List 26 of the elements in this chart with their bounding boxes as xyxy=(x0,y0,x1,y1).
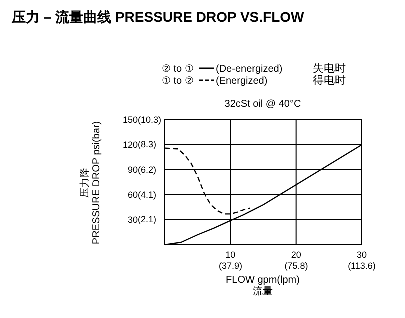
text: ② to ① xyxy=(162,64,194,75)
x2-tick-label: (113.6) xyxy=(348,261,376,271)
legend-label: (De-energized) xyxy=(216,64,283,75)
y2-tick-label: (2.1) xyxy=(138,214,157,225)
x-tick-label: 20 xyxy=(291,250,302,260)
chart-subtitle: 32cSt oil @ 40°C xyxy=(224,99,302,110)
y2-tick-label: (6.2) xyxy=(138,164,157,175)
x2-tick-label: (75.8) xyxy=(284,261,308,271)
x-tick-label: 30 xyxy=(356,250,368,260)
x-tick-label: 10 xyxy=(226,250,236,260)
legend-label: (Energized) xyxy=(216,76,268,87)
y-tick-label: 60 xyxy=(128,190,138,200)
text: 得电时 xyxy=(313,74,346,87)
x2-tick-label: (37.9) xyxy=(218,261,242,271)
y2-tick-label: (4.1) xyxy=(138,190,157,200)
y2-tick-label: (10.3) xyxy=(138,115,162,125)
y-axis-title: 压力降 PRESSURE DROP psi(bar) xyxy=(79,121,102,245)
y-tick-label: 90 xyxy=(128,165,138,175)
x-axis-title: FLOW gpm(lpm) 流量 xyxy=(226,275,300,298)
y-tick-label: 30 xyxy=(128,215,138,225)
y-tick-label: 120 xyxy=(122,140,138,150)
chart-title: 压力 – 流量曲线 PRESSURE DROP VS.FLOW xyxy=(11,9,306,25)
y-tick-label: 150 xyxy=(122,115,138,125)
y2-tick-label: (8.3) xyxy=(138,139,157,150)
text: ① to ② xyxy=(162,76,194,87)
text: 失电时 xyxy=(313,62,346,75)
